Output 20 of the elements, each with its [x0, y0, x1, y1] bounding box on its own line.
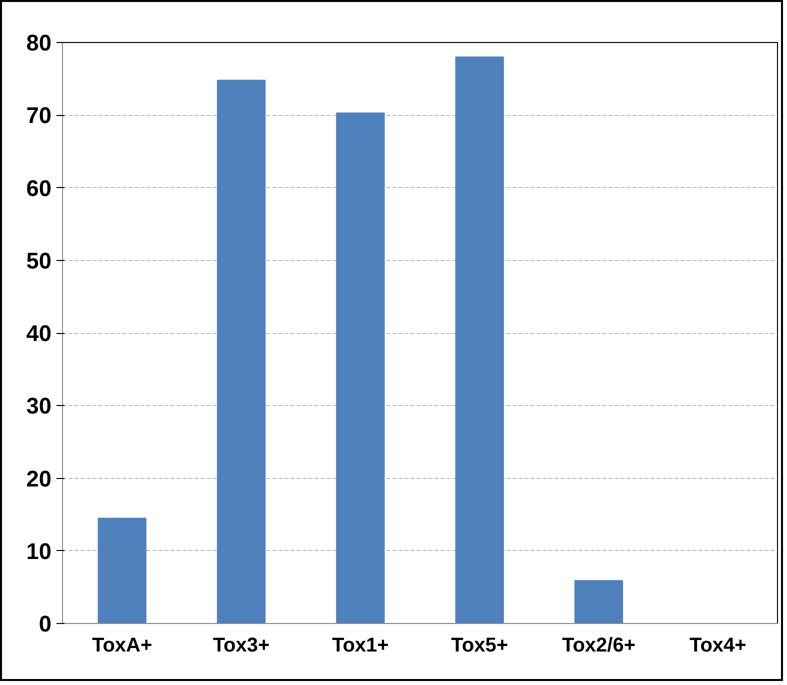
- y-tick-label: 10: [26, 538, 52, 564]
- x-tick-label: Tox5+: [451, 634, 508, 656]
- bar: [216, 80, 266, 624]
- x-tick-label: Tox4+: [689, 634, 746, 656]
- x-tick-label: Tox3+: [212, 634, 270, 656]
- y-tick-label: 20: [26, 465, 52, 492]
- bar: [574, 580, 624, 624]
- bar: [336, 112, 385, 624]
- bar: [455, 56, 504, 624]
- x-tick-label: ToxA+: [92, 634, 152, 656]
- y-tick-label: 30: [26, 392, 52, 419]
- y-tick-label: 70: [26, 102, 52, 128]
- bar: [98, 518, 146, 624]
- x-tick-label: Tox2/6+: [562, 634, 636, 656]
- y-tick-label: 80: [26, 30, 52, 56]
- y-tick-label: 60: [26, 174, 52, 201]
- x-tick-label: Tox1+: [332, 634, 389, 656]
- y-tick-label: 40: [26, 320, 52, 346]
- y-tick-label: 0: [38, 610, 52, 636]
- y-tick-label: 50: [26, 247, 52, 274]
